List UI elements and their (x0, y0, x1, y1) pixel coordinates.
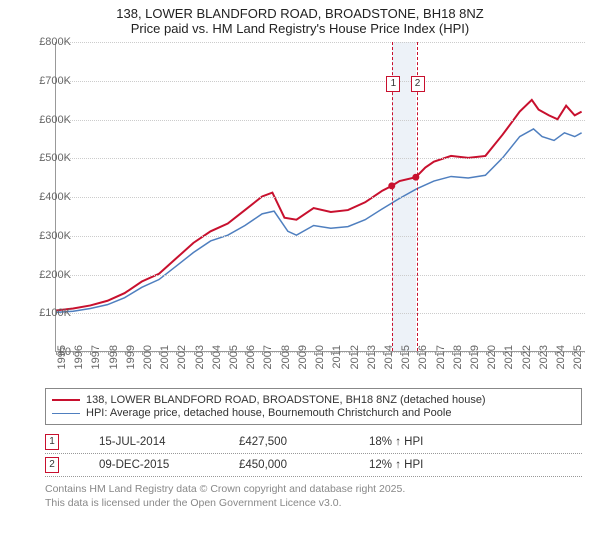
y-gridline (56, 313, 585, 314)
y-tick-label: £200K (16, 269, 71, 281)
legend-row: 138, LOWER BLANDFORD ROAD, BROADSTONE, B… (52, 394, 575, 406)
title-block: 138, LOWER BLANDFORD ROAD, BROADSTONE, B… (0, 0, 600, 38)
y-gridline (56, 275, 585, 276)
x-tick-label: 2021 (503, 345, 515, 369)
y-gridline (56, 158, 585, 159)
x-tick-label: 2020 (486, 345, 498, 369)
y-gridline (56, 197, 585, 198)
x-tick-label: 2023 (538, 345, 550, 369)
y-tick-label: £300K (16, 230, 71, 242)
sale-marker-box: 2 (45, 457, 59, 473)
x-tick-label: 2006 (245, 345, 257, 369)
x-tick-label: 2024 (555, 345, 567, 369)
chart-container: 138, LOWER BLANDFORD ROAD, BROADSTONE, B… (0, 0, 600, 510)
x-tick-label: 1999 (125, 345, 137, 369)
x-tick-label: 2002 (176, 345, 188, 369)
footer-line2: This data is licensed under the Open Gov… (45, 497, 582, 511)
x-tick-label: 2000 (142, 345, 154, 369)
sale-delta: 12% ↑ HPI (369, 459, 489, 471)
x-tick-label: 2022 (521, 345, 533, 369)
x-tick-label: 1997 (90, 345, 102, 369)
x-tick-label: 2005 (228, 345, 240, 369)
x-tick-label: 1996 (73, 345, 85, 369)
y-gridline (56, 42, 585, 43)
series-line-price_paid (56, 100, 582, 311)
x-tick-label: 2004 (211, 345, 223, 369)
legend-label: 138, LOWER BLANDFORD ROAD, BROADSTONE, B… (86, 394, 486, 406)
y-gridline (56, 236, 585, 237)
y-tick-label: £600K (16, 114, 71, 126)
x-tick-label: 2003 (194, 345, 206, 369)
chart-marker-box: 1 (386, 76, 400, 92)
x-tick-label: 2017 (435, 345, 447, 369)
x-tick-label: 2007 (262, 345, 274, 369)
legend-label: HPI: Average price, detached house, Bour… (86, 407, 451, 419)
plot-area: £0£100K£200K£300K£400K£500K£600K£700K£80… (55, 42, 585, 352)
x-tick-label: 2013 (366, 345, 378, 369)
x-tick-label: 2008 (280, 345, 292, 369)
legend: 138, LOWER BLANDFORD ROAD, BROADSTONE, B… (45, 388, 582, 425)
y-tick-label: £500K (16, 152, 71, 164)
y-tick-label: £700K (16, 75, 71, 87)
footer-line1: Contains HM Land Registry data © Crown c… (45, 483, 582, 497)
x-tick-label: 2018 (452, 345, 464, 369)
x-tick-label: 2012 (349, 345, 361, 369)
x-tick-label: 2019 (469, 345, 481, 369)
sale-table: 1 15-JUL-2014 £427,500 18% ↑ HPI 2 09-DEC-201… (45, 431, 582, 477)
sale-price: £450,000 (239, 459, 339, 471)
y-tick-label: £800K (16, 36, 71, 48)
x-tick-label: 2025 (572, 345, 584, 369)
y-tick-label: £100K (16, 307, 71, 319)
chart-area: £0£100K£200K£300K£400K£500K£600K£700K£80… (35, 42, 585, 382)
y-gridline (56, 81, 585, 82)
sale-date: 09-DEC-2015 (99, 459, 209, 471)
x-tick-label: 2009 (297, 345, 309, 369)
x-tick-label: 2011 (331, 345, 343, 369)
x-tick-label: 1995 (56, 345, 68, 369)
sale-marker-box: 1 (45, 434, 59, 450)
x-tick-label: 1998 (108, 345, 120, 369)
x-tick-label: 2010 (314, 345, 326, 369)
legend-swatch (52, 399, 80, 401)
series-line-hpi (56, 129, 582, 313)
footer: Contains HM Land Registry data © Crown c… (45, 483, 582, 510)
chart-marker-box: 2 (411, 76, 425, 92)
y-tick-label: £400K (16, 191, 71, 203)
title-line2: Price paid vs. HM Land Registry's House … (0, 21, 600, 36)
x-tick-label: 2016 (417, 345, 429, 369)
sale-price: £427,500 (239, 436, 339, 448)
sale-delta: 18% ↑ HPI (369, 436, 489, 448)
x-tick-label: 2015 (400, 345, 412, 369)
x-tick-label: 2001 (159, 345, 171, 369)
legend-row: HPI: Average price, detached house, Bour… (52, 407, 575, 419)
sale-row: 1 15-JUL-2014 £427,500 18% ↑ HPI (45, 431, 582, 454)
sale-date: 15-JUL-2014 (99, 436, 209, 448)
y-gridline (56, 120, 585, 121)
title-line1: 138, LOWER BLANDFORD ROAD, BROADSTONE, B… (0, 6, 600, 21)
sale-row: 2 09-DEC-2015 £450,000 12% ↑ HPI (45, 454, 582, 477)
legend-swatch (52, 413, 80, 414)
